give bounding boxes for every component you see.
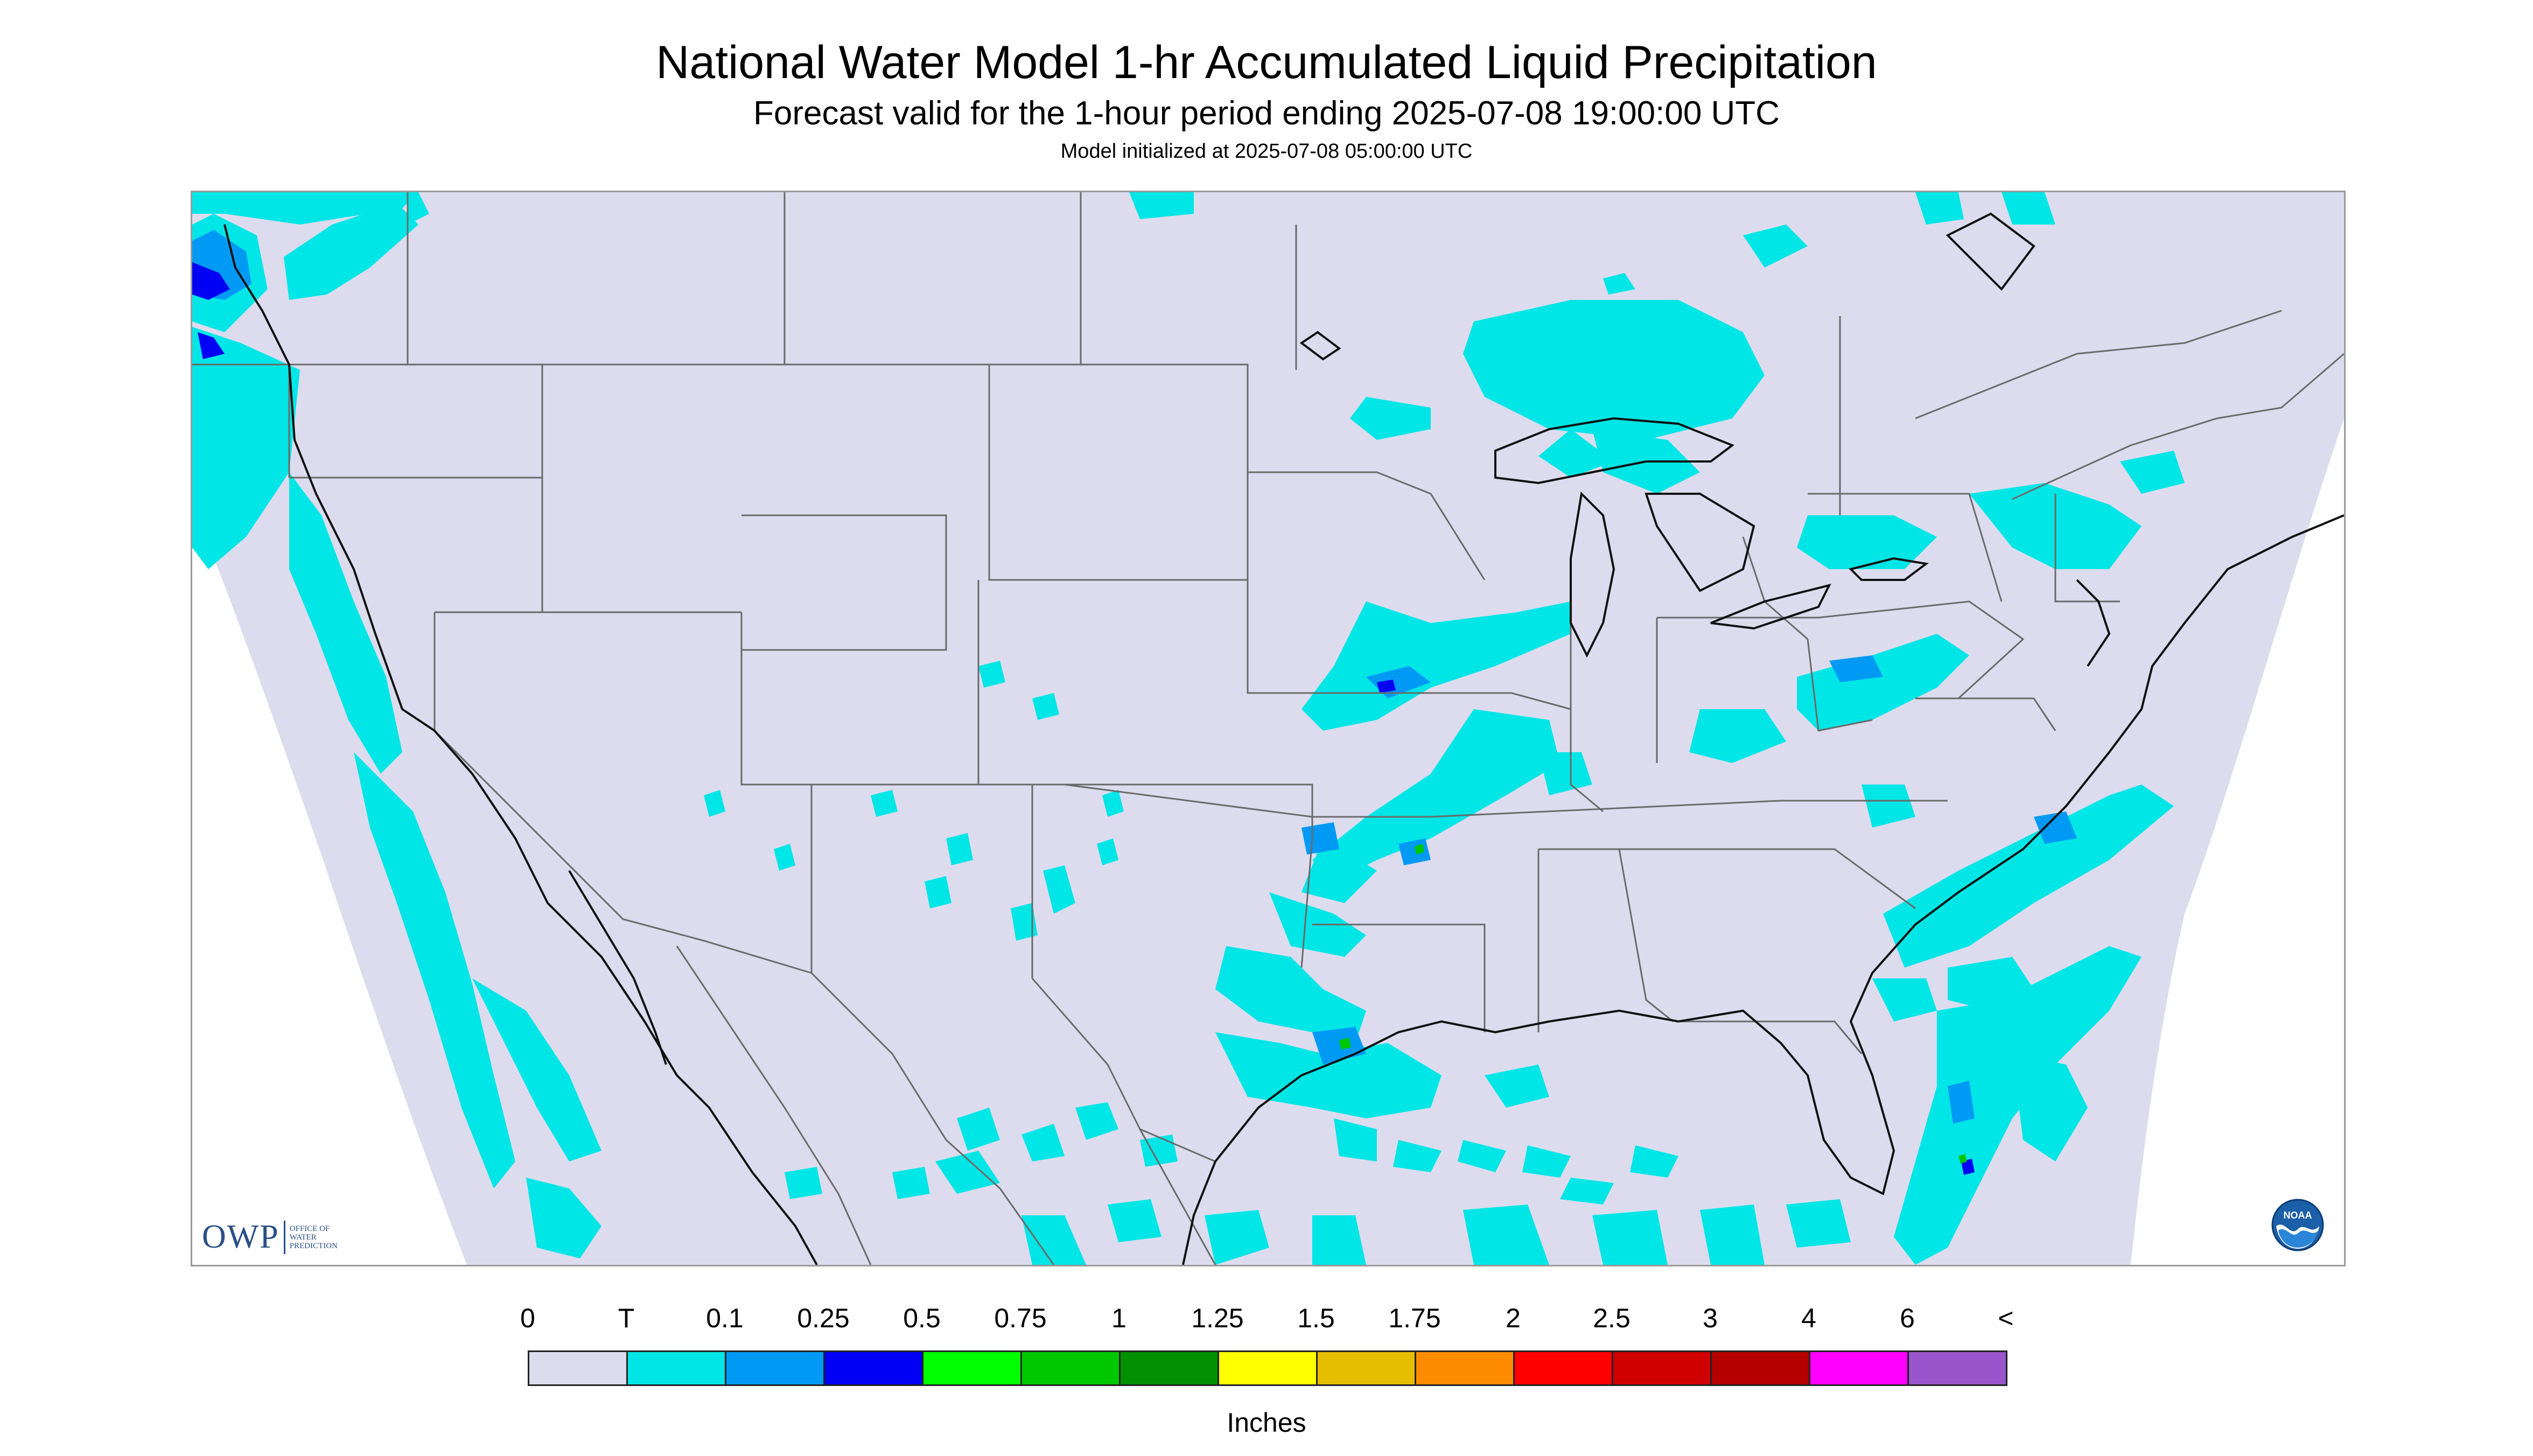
legend-swatch (1217, 1350, 1318, 1386)
precipitation-layer (192, 192, 2185, 1265)
legend-tick-label: 4 (1801, 1303, 1816, 1333)
legend-swatch (1809, 1350, 1909, 1386)
lake-erie-outline (1710, 584, 1831, 630)
precip-area-lake-superior (1463, 300, 1765, 440)
owp-logo: OWP OFFICE OF WATER PREDICTION (202, 1218, 338, 1256)
legend-swatch (725, 1350, 825, 1386)
state-boundaries (192, 192, 2344, 1265)
legend-tick-label: 1.75 (1388, 1303, 1441, 1333)
forecast-valid-subtitle: Forecast valid for the 1-hour period end… (753, 95, 1780, 132)
legend-tick-label: 2 (1506, 1303, 1521, 1333)
lake-michigan-outline (1570, 491, 1615, 658)
lake-ontario-outline (1849, 557, 1929, 581)
owp-logo-letters: OWP (202, 1219, 279, 1255)
precipitation-map[interactable]: OWP OFFICE OF WATER PREDICTION NOAA (191, 191, 2346, 1266)
lake-huron-outline (1645, 493, 1755, 592)
legend-swatch (1612, 1350, 1712, 1386)
precip-area-atlantic (1883, 785, 2174, 968)
model-domain-area (192, 192, 2344, 1265)
legend-tick-label: 0.1 (706, 1303, 744, 1333)
legend-tick-label: 3 (1703, 1303, 1718, 1333)
legend-swatch (1020, 1350, 1121, 1386)
legend-tick-label: T (618, 1303, 635, 1333)
legend-swatch (528, 1350, 628, 1386)
precip-area-southwest (871, 790, 898, 817)
map-canvas (192, 192, 2344, 1265)
legend-swatch (626, 1350, 726, 1386)
model-init-subtitle: Model initialized at 2025-07-08 05:00:00… (1060, 140, 1473, 163)
legend-swatch (1710, 1350, 1810, 1386)
owp-logo-word: WATER (289, 1233, 317, 1242)
map-title: National Water Model 1-hr Accumulated Li… (656, 37, 1877, 88)
legend-swatch (1907, 1350, 2007, 1386)
legend-swatch (1513, 1350, 1613, 1386)
precip-legend: 0 T 0.1 0.25 0.5 0.75 1 1.25 1.5 1.75 2 2.5 3 4 6 < Inc… (0, 1292, 2533, 1454)
legend-swatch (1415, 1350, 1515, 1386)
legend-units: Inches (1227, 1408, 1306, 1438)
precip-area-midwest-band (1302, 601, 1571, 731)
legend-tick-label: < (1998, 1303, 2014, 1333)
legend-tick-label: 2.5 (1593, 1303, 1631, 1333)
legend-swatch (1316, 1350, 1416, 1386)
legend-swatch (1119, 1350, 1219, 1386)
owp-logo-divider (283, 1220, 285, 1254)
legend-tick-label: 1.25 (1191, 1303, 1244, 1333)
legend-swatch (823, 1350, 923, 1386)
legend-tick-label: 0 (520, 1303, 535, 1333)
coastlines (223, 212, 2344, 1265)
legend-tick-label: 0.25 (797, 1303, 850, 1333)
legend-tick-label: 6 (1900, 1303, 1915, 1333)
legend-swatch (922, 1350, 1022, 1386)
noaa-logo-text: NOAA (2284, 1210, 2312, 1221)
legend-tick-label: 0.75 (994, 1303, 1047, 1333)
lake-superior-outline (1494, 417, 1735, 485)
legend-tick-label: 0.5 (903, 1303, 941, 1333)
precip-area-northeast (1797, 634, 1969, 731)
owp-logo-word: OFFICE OF (289, 1224, 330, 1233)
owp-logo-words: OFFICE OF WATER PREDICTION (290, 1224, 338, 1250)
legend-tick-label: 1 (1111, 1303, 1126, 1333)
legend-tick-label: 1.5 (1297, 1303, 1335, 1333)
noaa-logo-icon: NOAA (2271, 1199, 2324, 1251)
owp-logo-word: PREDICTION (289, 1241, 338, 1250)
precip-area-mexico (957, 1108, 1000, 1151)
